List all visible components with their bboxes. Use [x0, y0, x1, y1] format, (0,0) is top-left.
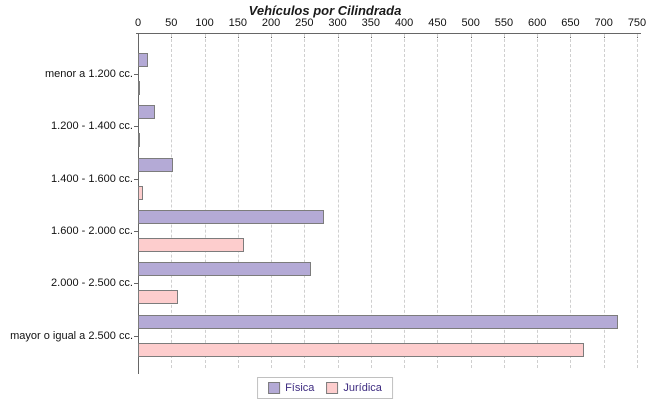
legend-swatch-icon — [268, 382, 281, 394]
bar-fisica — [138, 262, 311, 277]
gridline — [237, 34, 239, 368]
x-tick-label: 550 — [494, 17, 514, 29]
legend-label: Física — [285, 382, 315, 394]
gridline — [370, 34, 372, 368]
category-label: 2.000 - 2.500 cc. — [51, 277, 133, 290]
x-tick-label: 300 — [328, 17, 347, 29]
bar-fisica — [138, 157, 173, 172]
x-tick-label: 450 — [428, 17, 447, 29]
chart-title: Vehículos por Cilindrada — [248, 3, 402, 18]
chart-legend: Física Jurídica — [257, 377, 393, 399]
bar-fisica — [138, 209, 325, 224]
gridline — [437, 34, 439, 368]
gridline — [570, 34, 572, 368]
x-tick-label: 250 — [295, 17, 314, 29]
y-tick-mark — [134, 283, 138, 284]
category-label: menor a 1.200 cc. — [44, 68, 133, 81]
category-label: 1.200 - 1.400 cc. — [51, 120, 133, 133]
legend-label: Jurídica — [343, 382, 382, 394]
y-tick-mark — [134, 74, 138, 75]
gridline — [271, 34, 273, 368]
gridline — [503, 34, 505, 368]
category-label: mayor o igual a 2.500 cc. — [10, 329, 133, 342]
bar-juridica — [138, 133, 140, 148]
gridline — [404, 34, 406, 368]
legend-item: Jurídica — [326, 382, 382, 394]
bar-fisica — [138, 105, 155, 120]
x-axis-line — [136, 33, 641, 34]
gridline — [304, 34, 306, 368]
gridline — [637, 34, 638, 368]
gridline — [337, 34, 339, 368]
x-tick-label: 500 — [461, 17, 480, 29]
category-label: 1.400 - 1.600 cc. — [51, 172, 133, 185]
x-tick-label: 100 — [195, 17, 214, 29]
x-tick-label: 600 — [528, 17, 547, 29]
bar-juridica — [138, 342, 584, 357]
bar-juridica — [138, 290, 178, 305]
category-label: 1.600 - 2.000 cc. — [51, 225, 133, 238]
x-tick-label: 400 — [394, 17, 414, 29]
x-tick-label: 200 — [261, 17, 281, 29]
bar-fisica — [138, 53, 148, 67]
x-tick-label: 700 — [594, 17, 613, 29]
bar-juridica — [138, 237, 245, 252]
gridline — [537, 34, 539, 368]
y-tick-mark — [134, 179, 138, 180]
legend-item: Física — [268, 382, 314, 394]
x-tick-mark — [138, 34, 139, 38]
y-tick-mark — [134, 336, 138, 337]
y-tick-mark — [134, 231, 138, 232]
x-tick-label: 650 — [561, 17, 580, 29]
y-tick-mark — [134, 126, 138, 127]
x-tick-label: 0 — [134, 17, 142, 29]
bar-juridica — [138, 81, 140, 95]
x-tick-label: 150 — [228, 17, 247, 29]
legend-swatch-icon — [326, 382, 339, 394]
x-tick-label: 350 — [361, 17, 381, 29]
y-axis-line — [138, 33, 139, 374]
x-tick-label: 750 — [627, 17, 647, 29]
gridline — [171, 34, 173, 368]
gridline — [204, 34, 206, 368]
x-tick-label: 50 — [165, 17, 178, 29]
bar-fisica — [138, 314, 619, 329]
gridline — [470, 34, 472, 368]
bar-juridica — [138, 185, 144, 200]
gridline — [603, 34, 605, 368]
